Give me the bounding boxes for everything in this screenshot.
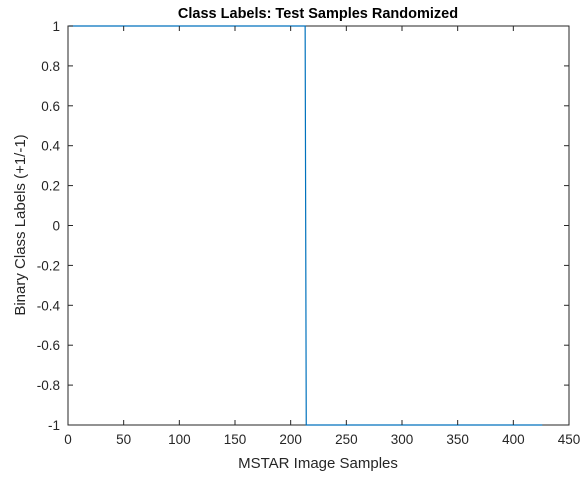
- x-axis-label: MSTAR Image Samples: [238, 455, 398, 472]
- x-tick-label: 50: [116, 432, 131, 447]
- x-tick-label: 350: [446, 432, 469, 447]
- x-axis: 0 50 100 150 200 250 300 350 400 450: [64, 26, 580, 447]
- x-tick-label: 300: [391, 432, 414, 447]
- x-tick-label: 0: [64, 432, 72, 447]
- x-tick-label: 150: [224, 432, 247, 447]
- y-tick-label: 0.8: [41, 59, 60, 74]
- y-tick-label: 0.4: [41, 139, 60, 154]
- chart-title: Class Labels: Test Samples Randomized: [178, 6, 458, 22]
- y-tick-label: 0.6: [41, 99, 60, 114]
- x-tick-label: 250: [335, 432, 358, 447]
- y-tick-label: -0.8: [37, 378, 60, 393]
- y-axis-label: Binary Class Labels (+1/-1): [12, 134, 29, 315]
- x-tick-label: 450: [558, 432, 581, 447]
- y-tick-label: -0.6: [37, 338, 60, 353]
- x-tick-label: 200: [279, 432, 302, 447]
- y-tick-label: -0.2: [37, 258, 60, 273]
- y-tick-label: -0.4: [37, 298, 61, 313]
- y-axis: -1 -0.8 -0.6 -0.4 -0.2 0 0.2 0.4 0.6 0.8 1: [37, 19, 569, 433]
- x-tick-label: 400: [502, 432, 525, 447]
- y-tick-label: 0.2: [41, 179, 60, 194]
- series-line: [69, 25, 543, 426]
- x-tick-label: 100: [168, 432, 191, 447]
- y-tick-label: 1: [52, 19, 60, 34]
- y-tick-label: 0: [52, 219, 60, 234]
- y-tick-label: -1: [48, 418, 60, 433]
